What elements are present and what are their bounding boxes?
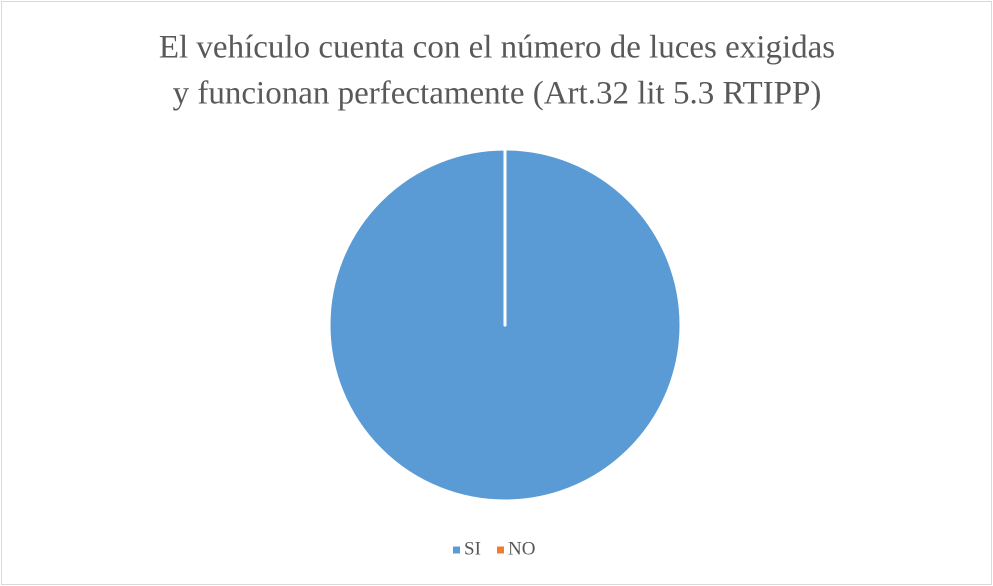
legend-swatch — [453, 546, 460, 554]
chart-title-line: El vehículo cuenta con el número de luce… — [159, 30, 835, 66]
legend-label: NO — [508, 538, 535, 559]
chart-title-line: y funcionan perfectamente (Art.32 lit 5.… — [173, 76, 822, 112]
legend-label: SI — [464, 538, 481, 559]
legend-swatch — [497, 546, 504, 554]
